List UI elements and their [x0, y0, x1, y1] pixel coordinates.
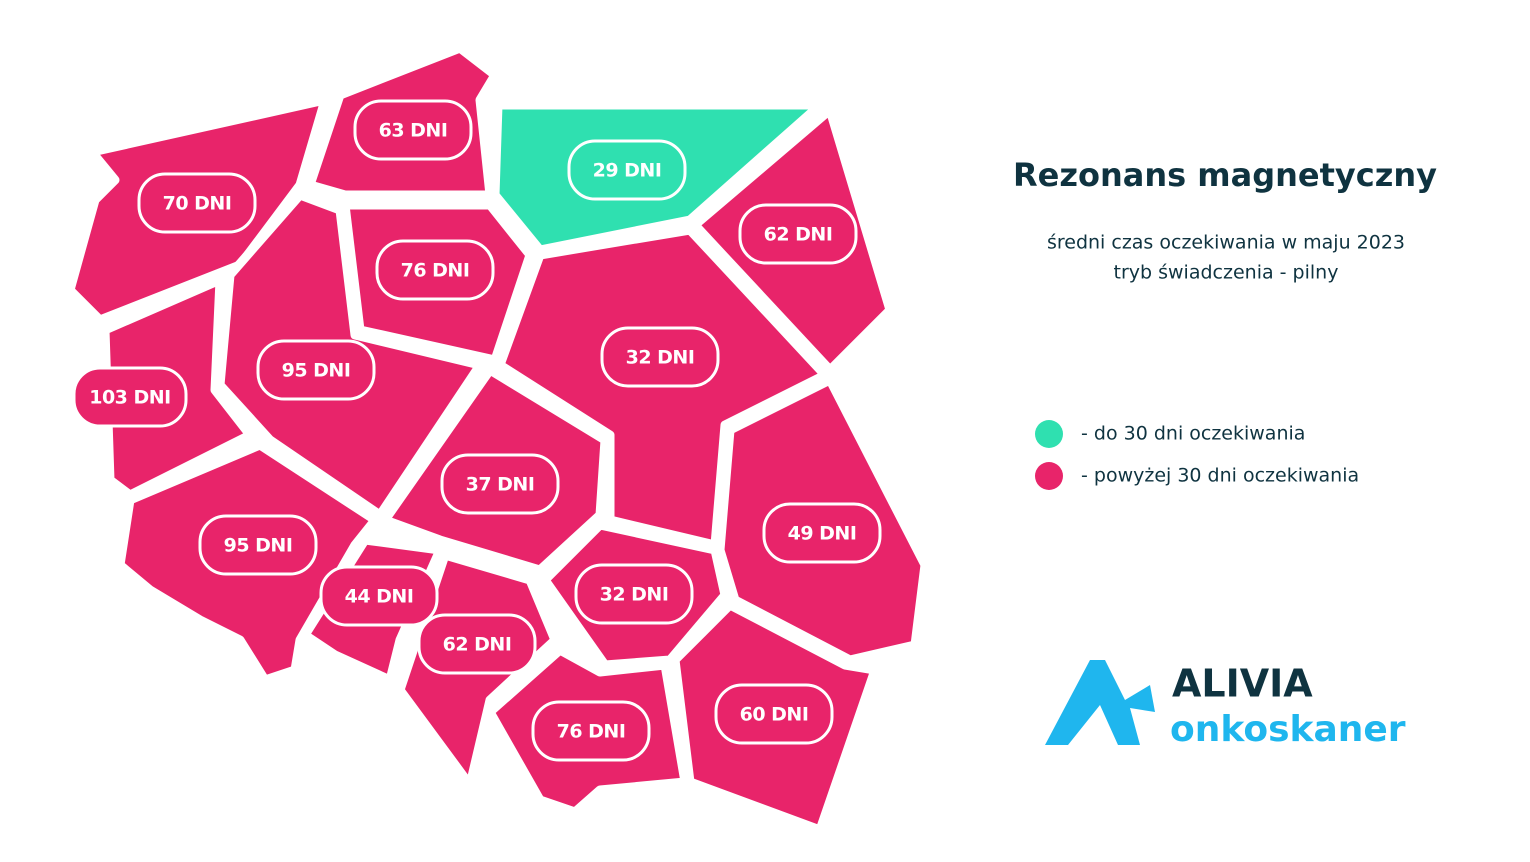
region-label: 95 DNI [282, 360, 351, 382]
legend-label: - do 30 dni oczekiwania [1081, 423, 1305, 445]
region-label: 70 DNI [163, 193, 232, 215]
region-label: 103 DNI [89, 387, 171, 409]
region-label-box [417, 613, 537, 675]
region-label: 76 DNI [557, 721, 626, 743]
region-label: 63 DNI [379, 120, 448, 142]
legend-swatch [1035, 420, 1063, 448]
region-label-box [137, 172, 257, 234]
logo-name: ALIVIA [1172, 662, 1313, 706]
region-label: 29 DNI [593, 160, 662, 182]
region-label: 37 DNI [466, 474, 535, 496]
subtitle: średni czas oczekiwania w maju 2023 [1047, 232, 1405, 254]
subtitle: tryb świadczenia - pilny [1114, 262, 1339, 284]
region-label-box [574, 563, 694, 625]
region-label: 32 DNI [626, 347, 695, 369]
region-label-box [738, 203, 858, 265]
region-label-box [440, 453, 560, 515]
legend-swatch [1035, 462, 1063, 490]
logo: ALIVIA onkoskaner [1045, 660, 1406, 750]
region-label: 32 DNI [600, 584, 669, 606]
title: Rezonans magnetyczny [1013, 156, 1437, 194]
region-label-box [319, 565, 439, 627]
legend-label: - powyżej 30 dni oczekiwania [1081, 465, 1359, 487]
region-label: 95 DNI [224, 535, 293, 557]
region-label: 62 DNI [443, 634, 512, 656]
region-label: 60 DNI [740, 704, 809, 726]
region-label: 49 DNI [788, 523, 857, 545]
region-label-box [762, 502, 882, 564]
logo-product: onkoskaner [1170, 709, 1406, 750]
region-label-box [72, 366, 188, 428]
logo-icon [1045, 660, 1155, 745]
region-label-box [198, 514, 318, 576]
map: 70 DNI 63 DNI 29 DNI 62 DNI 76 DNI 95 DNI 103 … [65, 43, 930, 835]
region-label-box [531, 700, 651, 762]
region-label-box [714, 683, 834, 745]
region-label-box [353, 99, 473, 161]
region-label-box [600, 326, 720, 388]
region-label: 76 DNI [401, 260, 470, 282]
region-label-box [375, 239, 495, 301]
region-label: 62 DNI [764, 224, 833, 246]
region-label-box [256, 339, 376, 401]
region-label-box [567, 139, 687, 201]
region-label: 44 DNI [345, 586, 414, 608]
legend: - do 30 dni oczekiwania - powyżej 30 dni … [1035, 420, 1359, 490]
